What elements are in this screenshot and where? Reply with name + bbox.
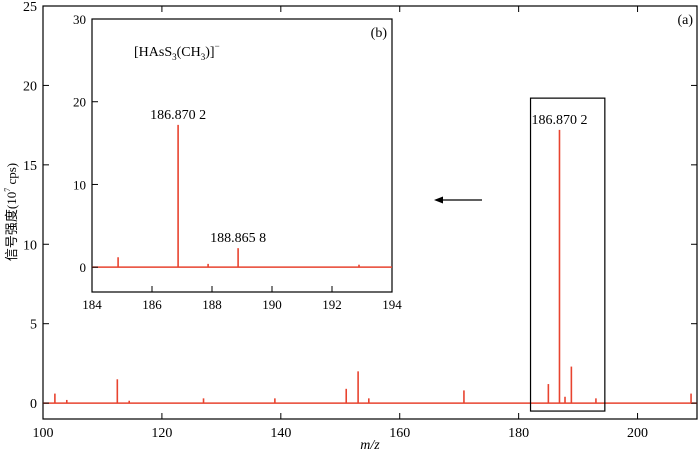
main-y-axis-ticks: 0 5 10 15 20 25: [23, 0, 697, 412]
inset-x-axis-ticks: 184 186 188 190 192 194: [82, 286, 402, 312]
x-tick-label: 100: [33, 426, 54, 441]
y-tick-label: 25: [23, 0, 37, 15]
x-tick-label: 184: [82, 297, 102, 312]
x-tick-label: 200: [627, 426, 648, 441]
y-tick-label: 30: [73, 12, 86, 27]
y-tick-label: 15: [23, 159, 37, 174]
y-tick-label: 20: [73, 95, 86, 110]
inset-panel-label: (b): [371, 26, 388, 41]
x-tick-label: 190: [262, 297, 282, 312]
x-tick-label: 140: [270, 426, 291, 441]
inset-peak-annotation-2: 188.865 8: [210, 231, 266, 246]
main-y-axis-label: 信号强度(107 cps): [3, 163, 19, 261]
inset-title: [HAsS3(CH3)]−: [134, 41, 220, 62]
y-tick-label: 10: [73, 177, 86, 192]
x-tick-label: 192: [322, 297, 342, 312]
pointer-arrow: [434, 196, 482, 204]
x-tick-label: 194: [382, 297, 402, 312]
x-tick-label: 160: [389, 426, 410, 441]
main-plot-frame: [42, 5, 698, 420]
main-x-axis-ticks: 100 120 140 160 180 200: [33, 6, 648, 441]
x-tick-label: 186: [142, 297, 162, 312]
main-x-axis-label: m/z: [360, 438, 380, 453]
inset-plot-frame: [91, 18, 393, 293]
x-tick-label: 180: [508, 426, 529, 441]
y-tick-label: 10: [23, 238, 37, 253]
inset-peaks: [117, 124, 360, 268]
main-peaks: [54, 129, 692, 404]
main-panel-label: (a): [677, 13, 693, 28]
y-tick-label: 0: [80, 260, 87, 275]
inset-peak-annotation-1: 186.870 2: [150, 108, 206, 123]
y-tick-label: 20: [23, 79, 37, 94]
y-tick-label: 0: [30, 397, 37, 412]
main-peak-annotation: 186.870 2: [531, 113, 587, 128]
x-tick-label: 188: [202, 297, 222, 312]
x-tick-label: 120: [151, 426, 172, 441]
highlight-box: [529, 97, 606, 412]
inset-y-axis-ticks: 0 10 20 30: [73, 12, 98, 275]
y-tick-label: 5: [30, 318, 37, 333]
